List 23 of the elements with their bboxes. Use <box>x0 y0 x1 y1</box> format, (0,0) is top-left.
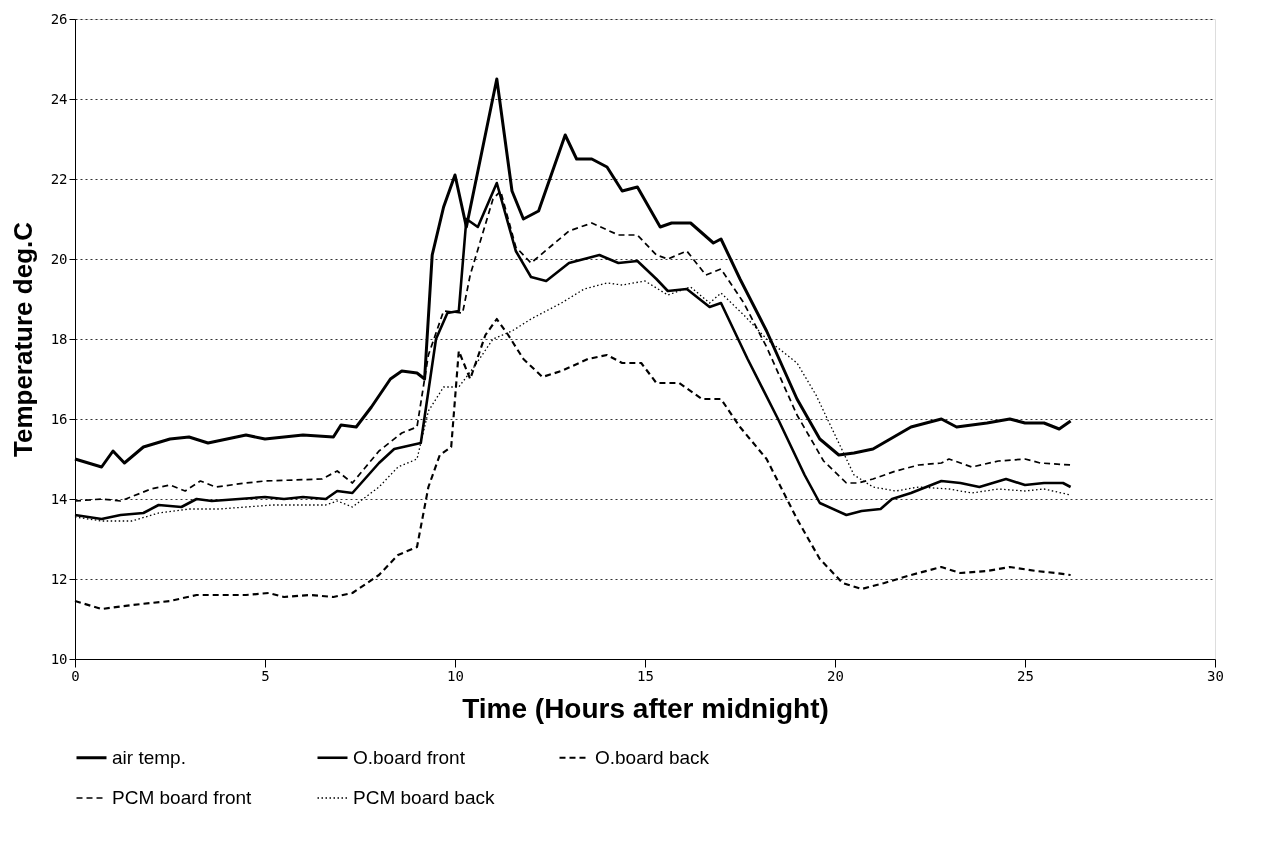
legend-label: PCM board back <box>353 787 496 808</box>
legend-label: O.board front <box>353 746 466 768</box>
x-tick-label: 0 <box>71 667 80 684</box>
legend-label: PCM board front <box>112 787 253 808</box>
y-axis-title: Temperature deg.C <box>7 221 38 458</box>
x-axis-title: Time (Hours after midnight) <box>462 692 829 724</box>
legend-label: O.board back <box>595 746 710 768</box>
x-tick-label: 25 <box>1017 667 1034 684</box>
y-tick-label: 24 <box>50 90 68 107</box>
x-tick-label: 30 <box>1207 667 1224 684</box>
x-tick-label: 20 <box>827 667 844 684</box>
y-tick-label: 18 <box>50 330 68 347</box>
legend-label: air temp. <box>112 746 186 768</box>
y-tick-label: 14 <box>50 490 68 507</box>
y-tick-label: 22 <box>50 170 68 187</box>
y-tick-label: 20 <box>50 250 68 267</box>
x-tick-label: 5 <box>261 667 270 684</box>
y-tick-label: 26 <box>50 10 68 27</box>
y-tick-label: 12 <box>50 570 68 587</box>
y-tick-label: 16 <box>50 410 68 427</box>
y-tick-label: 10 <box>50 650 68 667</box>
x-tick-label: 15 <box>637 667 654 684</box>
x-tick-label: 10 <box>447 667 464 684</box>
